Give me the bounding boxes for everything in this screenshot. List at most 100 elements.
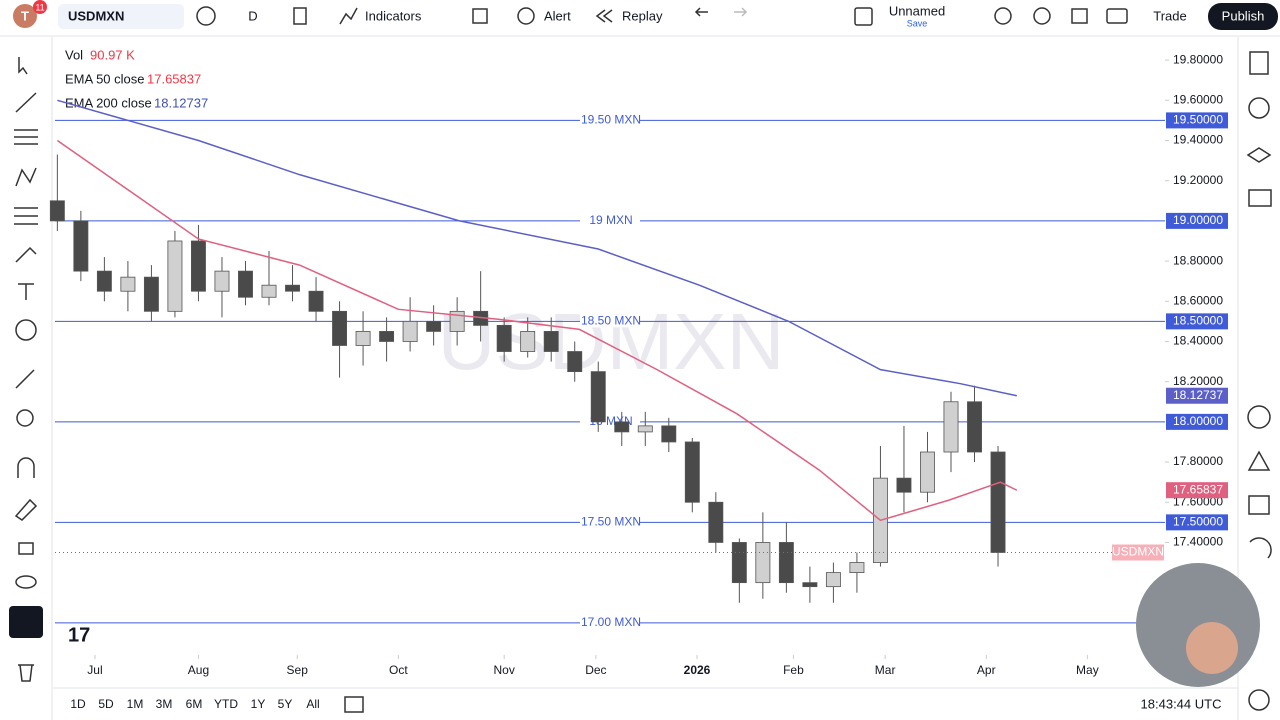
emoji-tool[interactable] (15, 319, 37, 341)
publish-button[interactable] (1208, 3, 1278, 30)
candle-body (285, 284, 300, 292)
candle-body (308, 290, 324, 312)
range-button[interactable]: YTD (214, 697, 238, 711)
candle-body (614, 421, 630, 433)
level-axis-box (1166, 212, 1228, 229)
clock: 18:43:44 UTC (1141, 696, 1222, 711)
ema-line (56, 139, 1018, 522)
tv-logo: 17 (68, 624, 90, 646)
level-label-bg (580, 113, 640, 127)
save[interactable]: Save (907, 18, 928, 28)
watermark: USDMXN (438, 297, 785, 386)
candle-body (214, 270, 230, 292)
range-button[interactable]: 5Y (278, 697, 293, 711)
watchlist-icon[interactable] (1249, 51, 1269, 75)
trade[interactable]: Trade (1153, 8, 1186, 23)
stream-icon[interactable] (1249, 537, 1272, 559)
redo[interactable] (734, 7, 748, 17)
add-icon[interactable] (196, 6, 216, 26)
range-button[interactable]: All (306, 697, 319, 711)
range-button[interactable]: 5D (98, 697, 114, 711)
alerts-icon[interactable] (1248, 97, 1270, 119)
x-tick-label: Dec (585, 663, 606, 677)
layout-name[interactable]: Unnamed (889, 3, 945, 18)
legend-vol-value: 90.97 K (90, 47, 135, 62)
magnet-tool[interactable] (17, 457, 35, 478)
projection-tool[interactable] (14, 207, 38, 225)
level-label-bg (580, 615, 640, 629)
candle-body (567, 351, 583, 373)
level-axis-label: 19.50000 (1173, 113, 1223, 127)
range-button[interactable]: 1D (70, 697, 86, 711)
zoom-tool[interactable] (16, 409, 34, 427)
x-tick-label: 2026 (684, 663, 711, 677)
hide-tool[interactable] (15, 575, 37, 589)
cursor-tool[interactable] (18, 57, 28, 75)
level-axis-box (1166, 413, 1228, 430)
candle-body (990, 451, 1006, 553)
last-label-box (1112, 544, 1164, 561)
layers-icon[interactable] (1246, 147, 1272, 163)
line-tool[interactable] (15, 92, 37, 113)
level-label: 18.50 MXN (581, 314, 641, 328)
indicators[interactable]: Indicators (365, 8, 422, 23)
y-tick-label: 17.80000 (1173, 454, 1223, 468)
x-tick-label: Jul (87, 663, 102, 677)
ema-axis-box (1166, 482, 1228, 499)
symbol-search[interactable] (58, 4, 184, 29)
candle-body (920, 451, 935, 493)
range-button[interactable]: 1Y (251, 697, 266, 711)
candle-body (167, 240, 183, 312)
range-button[interactable]: 3M (156, 697, 173, 711)
range-button[interactable]: 6M (186, 697, 203, 711)
calendar-icon[interactable] (1248, 495, 1270, 515)
ema-axis-box (1166, 387, 1228, 404)
settings-icon[interactable] (1033, 7, 1051, 25)
stay-drawing-tool[interactable] (14, 498, 38, 521)
candle-body (825, 572, 841, 588)
link-tool-active[interactable] (9, 606, 43, 638)
level-axis-label: 19.00000 (1173, 213, 1223, 227)
level-label-bg (580, 515, 640, 529)
candle-body (449, 310, 465, 332)
candle-body (520, 331, 536, 352)
avatar[interactable] (13, 4, 37, 28)
date-range-icon[interactable] (344, 696, 364, 713)
target-icon[interactable] (1247, 405, 1271, 429)
level-label-bg (580, 213, 640, 227)
level-axis-box (1166, 112, 1228, 129)
remove-tool[interactable] (18, 664, 34, 682)
camera-icon[interactable] (1106, 8, 1128, 24)
help-icon[interactable] (1248, 689, 1270, 711)
undo[interactable] (694, 7, 708, 17)
level-axis-box (1166, 514, 1228, 531)
candle-body (402, 320, 418, 342)
templates-icon[interactable] (472, 8, 488, 24)
alert-icon (517, 7, 535, 25)
ruler-tool[interactable] (15, 369, 35, 389)
fib-tool[interactable] (14, 129, 38, 145)
alert[interactable]: Alert (544, 8, 571, 23)
candle-body (73, 220, 89, 272)
text-tool[interactable] (18, 283, 34, 300)
level-axis-label: 17.50000 (1173, 515, 1223, 529)
replay-icon (595, 9, 613, 23)
level-label-bg (580, 314, 640, 328)
ideas-icon[interactable] (1247, 450, 1271, 471)
range-button[interactable]: 1M (127, 697, 144, 711)
chat-icon[interactable] (1248, 189, 1272, 207)
fullscreen-icon[interactable] (1071, 8, 1088, 24)
pattern-tool[interactable] (15, 167, 37, 187)
brush-tool[interactable] (15, 246, 37, 263)
candle-body (190, 240, 206, 292)
layout-icon[interactable] (854, 7, 873, 26)
replay[interactable]: Replay (622, 8, 663, 23)
interval[interactable]: D (248, 8, 257, 23)
lock-tool[interactable] (18, 542, 34, 555)
candle-body (49, 200, 65, 222)
top-toolbar (0, 0, 1280, 36)
search-icon[interactable] (994, 7, 1012, 25)
chart-type-icon[interactable] (293, 7, 307, 25)
